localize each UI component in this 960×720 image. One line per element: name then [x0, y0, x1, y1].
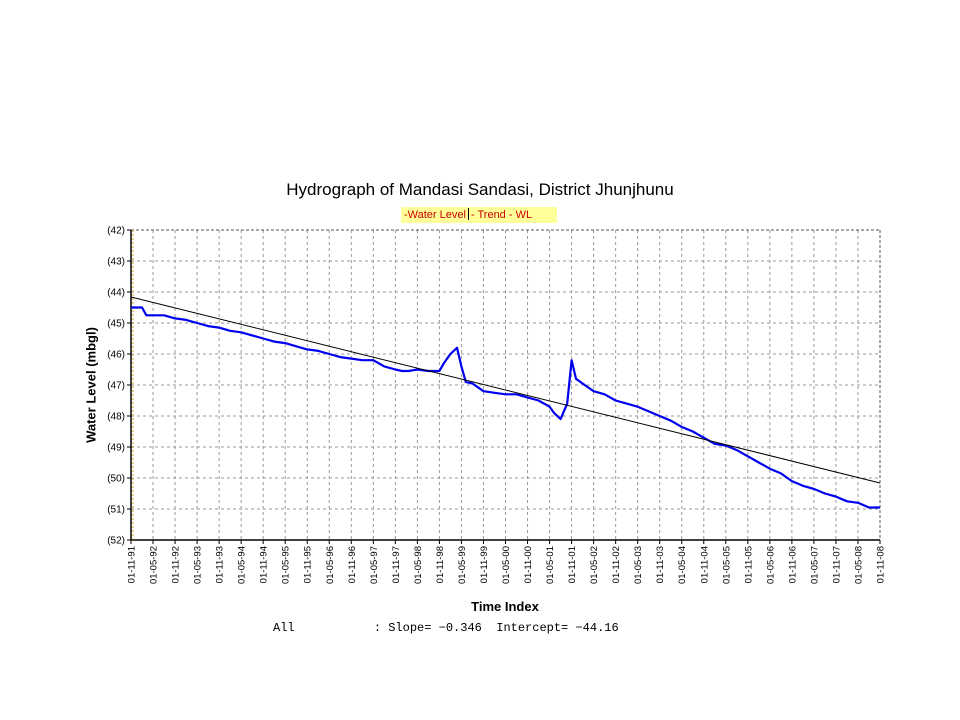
x-tick-label: 01-11-00 [523, 546, 534, 583]
x-tick-label: 01-05-02 [589, 546, 600, 584]
legend-water-level: -Water Level [404, 209, 466, 221]
y-tick-label: (52) [107, 536, 125, 547]
x-tick-label: 01-11-06 [787, 546, 798, 583]
chart-legend: -Water Level - Trend - WL [401, 207, 557, 223]
x-tick-label: 01-11-93 [215, 546, 226, 583]
water-level-line [131, 306, 880, 509]
stats-group: All [273, 621, 295, 635]
x-tick-label: 01-11-99 [479, 546, 490, 583]
y-axis-label: Water Level (mbgl) [83, 327, 99, 443]
x-tick-label: 01-05-98 [413, 546, 424, 584]
x-tick-label: 01-05-97 [369, 546, 380, 584]
x-tick-label: 01-05-94 [237, 546, 248, 584]
x-tick-label: 01-05-92 [149, 546, 160, 584]
x-tick-label: 01-05-96 [325, 546, 336, 584]
x-tick-label: 01-11-02 [611, 546, 622, 583]
y-tick-label: (44) [107, 288, 125, 299]
legend-trend: - Trend - WL [470, 209, 533, 221]
x-tick-label: 01-11-04 [699, 546, 710, 583]
x-tick-label: 01-05-08 [853, 546, 864, 584]
x-tick-label: 01-11-94 [259, 546, 270, 583]
stats-text: : Slope= −0.346 Intercept= −44.16 [373, 621, 619, 635]
x-tick-label: 01-11-01 [567, 546, 578, 583]
x-tick-label: 01-05-06 [765, 546, 776, 584]
x-tick-label: 01-11-08 [876, 546, 887, 583]
x-tick-label: 01-11-98 [435, 546, 446, 583]
x-tick-label: 01-05-01 [545, 546, 556, 584]
x-tick-label: 01-11-07 [831, 546, 842, 583]
x-tick-label: 01-11-95 [303, 546, 314, 583]
text-cursor [467, 208, 469, 220]
y-tick-label: (49) [107, 443, 125, 454]
x-axis-label: Time Index [471, 599, 539, 614]
x-tick-label: 01-05-99 [457, 546, 468, 584]
x-tick-label: 01-05-04 [677, 546, 688, 584]
x-tick-label: 01-05-07 [809, 546, 820, 584]
x-tick-label: 01-05-05 [721, 546, 732, 584]
y-tick-label: (48) [107, 412, 125, 423]
trend-line [130, 296, 881, 484]
chart-title: Hydrograph of Mandasi Sandasi, District … [286, 180, 674, 199]
y-tick-label: (45) [107, 319, 125, 330]
x-tick-label: 01-11-96 [347, 546, 358, 583]
y-tick-label: (50) [107, 474, 125, 485]
x-tick-label: 01-11-03 [655, 546, 666, 583]
y-tick-label: (51) [107, 505, 125, 516]
y-tick-label: (46) [107, 350, 125, 361]
x-tick-label: 01-11-92 [171, 546, 182, 583]
x-tick-label: 01-11-97 [391, 546, 402, 583]
x-tick-label: 01-11-05 [743, 546, 754, 583]
y-tick-label: (47) [107, 381, 125, 392]
regression-stats: All : Slope= −0.346 Intercept= −44.16 [273, 621, 619, 635]
x-tick-label: 01-05-00 [501, 546, 512, 584]
y-tick-label: (42) [107, 226, 125, 237]
y-tick-label: (43) [107, 257, 125, 268]
x-tick-label: 01-11-91 [127, 546, 138, 583]
x-tick-label: 01-05-03 [633, 546, 644, 584]
x-tick-label: 01-05-95 [281, 546, 292, 584]
x-tick-label: 01-05-93 [193, 546, 204, 584]
